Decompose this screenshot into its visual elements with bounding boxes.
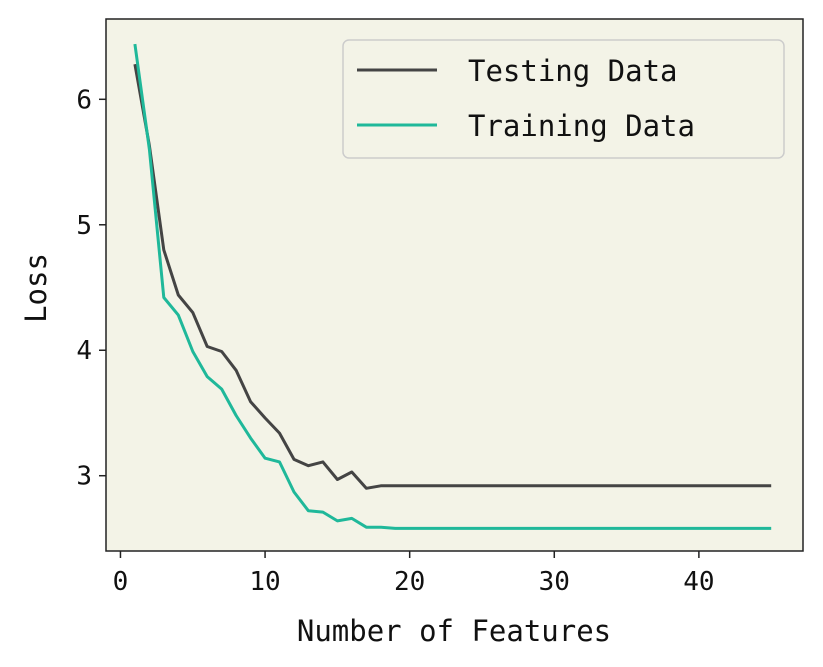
x-tick-label: 20: [394, 567, 425, 597]
x-tick-label: 0: [113, 567, 129, 597]
series-lines: [133, 43, 772, 530]
legend-label-testing: Testing Data: [468, 54, 678, 88]
y-tick-label: 3: [76, 462, 92, 492]
plot-area-frame: [105, 18, 804, 552]
x-tick-label: 40: [683, 567, 714, 597]
series-line-testing-data: [133, 63, 772, 490]
legend: Testing Data Training Data: [342, 39, 785, 159]
y-tick-label: 6: [76, 85, 92, 115]
x-tick-label: 30: [539, 567, 570, 597]
y-tick-label: 4: [76, 336, 92, 366]
series-line-training-data: [133, 43, 772, 530]
y-axis-label: Loss: [19, 253, 53, 323]
axis-ticks: 0 10 20 30 40 3 4 5 6: [76, 85, 714, 597]
y-tick-label: 5: [76, 211, 92, 241]
legend-label-training: Training Data: [468, 109, 695, 143]
x-tick-label: 10: [249, 567, 280, 597]
legend-box: [342, 39, 785, 159]
x-axis-label: Number of Features: [297, 614, 611, 648]
